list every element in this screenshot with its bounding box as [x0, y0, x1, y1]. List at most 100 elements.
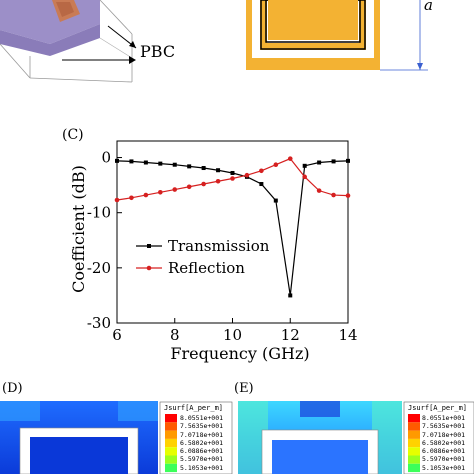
substrate-side-face — [0, 24, 100, 56]
legend-value: 6.0886e+001 — [422, 447, 466, 456]
data-point — [288, 293, 293, 298]
y-tick-label: 0 — [101, 149, 111, 167]
data-point — [331, 159, 336, 164]
data-point — [259, 182, 264, 187]
unit-cell-top-view — [246, 0, 380, 70]
data-point — [158, 189, 163, 195]
legend-value: 6.0886e+001 — [180, 447, 224, 456]
legend-value: 7.0718e+001 — [180, 430, 224, 439]
color-swatch — [408, 438, 420, 448]
color-swatch — [165, 414, 177, 423]
x-tick-label: 6 — [112, 326, 122, 344]
data-point — [115, 158, 119, 163]
data-point — [230, 170, 235, 175]
y-tick-label: -30 — [87, 314, 111, 332]
x-axis-title: Frequency (GHz) — [170, 344, 310, 363]
data-point — [172, 187, 178, 192]
data-point — [187, 164, 192, 169]
data-point — [186, 184, 192, 190]
panel-d-inner — [30, 437, 128, 474]
data-point — [345, 193, 351, 198]
data-point — [316, 188, 322, 193]
panel-d-label: (D) — [2, 381, 23, 396]
x-tick-label: 8 — [170, 326, 180, 344]
color-swatch — [408, 414, 420, 423]
color-swatch — [408, 455, 420, 464]
chart-legend: Transmission Reflection — [136, 237, 270, 277]
x-axis: 6 8 10 12 14 — [112, 318, 358, 344]
data-point — [287, 156, 293, 161]
panel-c-label: (C) — [62, 127, 84, 143]
data-point — [346, 158, 350, 163]
data-point — [259, 168, 264, 174]
color-swatch — [408, 430, 420, 439]
color-swatch — [165, 422, 177, 431]
panel-d-legend-title: Jsurf[A_per_m] — [164, 404, 224, 412]
legend-label: Reflection — [168, 259, 245, 277]
series-layer — [114, 156, 351, 298]
data-point — [317, 160, 322, 165]
data-point — [302, 174, 307, 180]
panel-d-field-map — [0, 401, 158, 474]
legend-value: 5.5970e+001 — [180, 455, 224, 464]
data-point — [201, 181, 206, 187]
legend-marker — [147, 244, 151, 248]
data-point — [273, 198, 278, 203]
legend-marker — [146, 265, 152, 271]
x-tick-label: 10 — [223, 326, 242, 344]
center-patch — [268, 0, 358, 40]
panel-e-inner — [272, 440, 368, 474]
y-tick-label: -10 — [87, 204, 111, 222]
data-point — [129, 195, 134, 201]
color-swatch — [165, 430, 177, 439]
data-point — [216, 168, 221, 173]
data-point — [215, 178, 221, 184]
legend-value: 6.5802e+001 — [422, 438, 466, 447]
data-point — [331, 192, 336, 198]
panel-d-color-scale — [165, 414, 177, 473]
x-tick-label: 14 — [338, 326, 357, 344]
data-point — [114, 197, 120, 203]
legend-value: 7.5635e+001 — [422, 422, 466, 431]
legend-value: 5.5970e+001 — [422, 455, 466, 464]
legend-value: 7.0718e+001 — [422, 430, 466, 439]
data-point — [143, 192, 149, 198]
color-swatch — [165, 463, 177, 473]
color-swatch — [408, 447, 420, 456]
air-box-edge — [99, 0, 133, 35]
data-point — [143, 160, 148, 165]
panel-e-legend-values: 8.0551e+001 7.5635e+001 7.0718e+001 6.58… — [422, 414, 465, 472]
legend-value: 8.0551e+001 — [180, 414, 224, 422]
data-point — [129, 159, 134, 164]
unit-cell-3d-view — [0, 0, 133, 83]
data-point — [201, 166, 206, 171]
color-swatch — [165, 438, 177, 448]
panel-e-legend-title: Jsurf[A_per_m] — [408, 404, 468, 412]
color-swatch — [165, 447, 177, 456]
data-point — [172, 162, 177, 167]
data-point — [230, 176, 235, 181]
panel-e-color-scale — [408, 414, 420, 473]
pbc-label: PBC — [140, 42, 176, 61]
data-point — [302, 163, 307, 168]
y-tick-label: -20 — [87, 259, 111, 277]
dimension-label: a — [424, 0, 433, 14]
legend-value: 6.5802e+001 — [180, 438, 224, 447]
legend-value: 5.1053e+001 — [422, 463, 466, 472]
panel-d-legend-values: 8.0551e+001 7.5635e+001 7.0718e+001 6.58… — [180, 414, 223, 472]
legend-value: 8.0551e+001 — [422, 414, 466, 422]
data-point — [244, 172, 250, 178]
panel-e-label: (E) — [234, 381, 254, 396]
panel-e-field-map — [238, 401, 402, 474]
x-tick-label: 12 — [281, 326, 300, 344]
data-point — [158, 161, 163, 166]
color-swatch — [408, 463, 420, 473]
color-swatch — [408, 422, 420, 431]
data-point — [273, 162, 279, 168]
legend-label: Transmission — [168, 237, 270, 255]
legend-value: 5.1053e+001 — [180, 463, 224, 472]
color-swatch — [165, 455, 177, 464]
